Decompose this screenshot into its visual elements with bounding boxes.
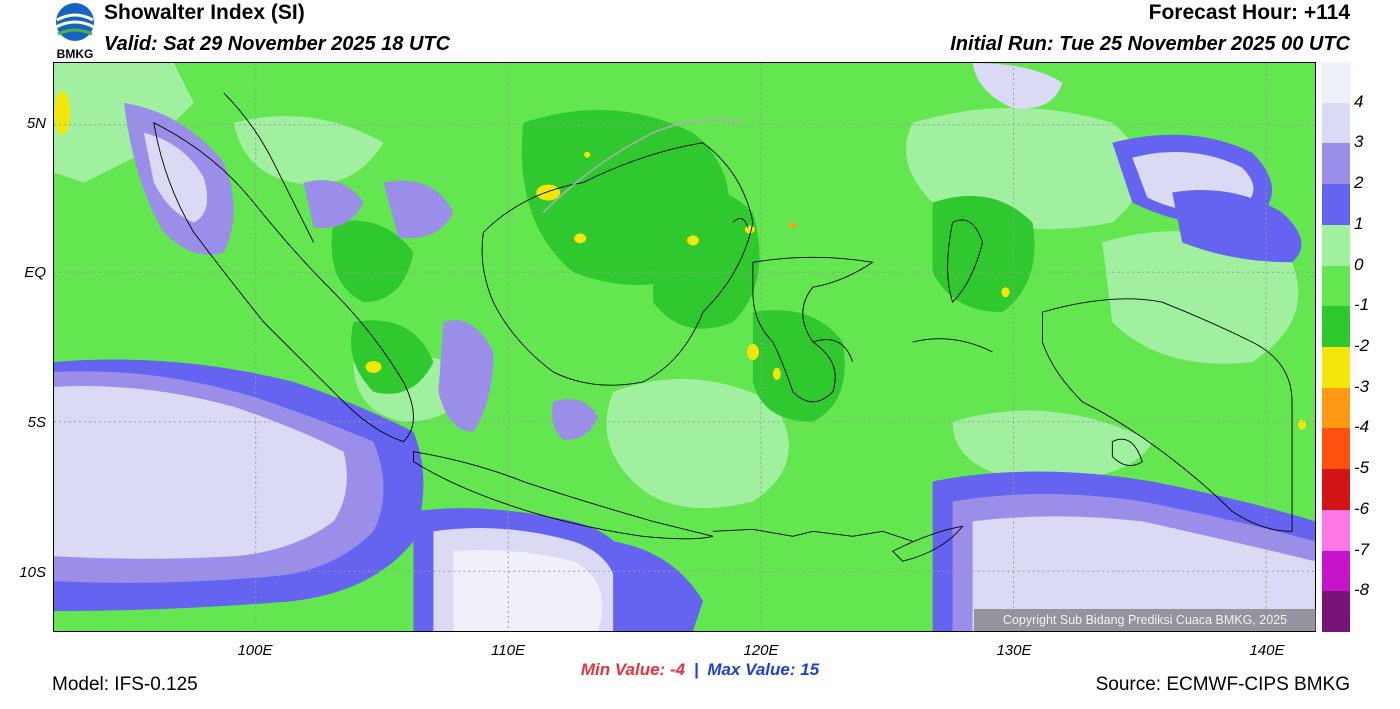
legend-swatch bbox=[1322, 62, 1350, 104]
legend-label: 1 bbox=[1354, 213, 1364, 233]
legend-swatch bbox=[1322, 550, 1350, 592]
legend-label: -5 bbox=[1354, 458, 1370, 478]
legend-swatch bbox=[1322, 591, 1350, 633]
source-label: Source: ECMWF-CIPS BMKG bbox=[1095, 674, 1350, 695]
legend-swatch bbox=[1322, 265, 1350, 307]
legend-swatch bbox=[1322, 509, 1350, 552]
lon-label-130e: 130E bbox=[996, 642, 1032, 659]
chart-title: Showalter Index (SI) bbox=[104, 1, 305, 24]
lat-label-eq: EQ bbox=[24, 264, 46, 281]
min-value: -4 bbox=[669, 660, 686, 679]
lon-label-110e: 110E bbox=[491, 642, 525, 659]
bmkg-logo: BMKG bbox=[55, 3, 95, 60]
max-value: 15 bbox=[800, 660, 820, 679]
legend-label: 4 bbox=[1354, 91, 1364, 111]
legend-label: -2 bbox=[1354, 336, 1370, 355]
legend-swatch bbox=[1322, 102, 1350, 144]
lon-label-100e: 100E bbox=[237, 642, 273, 659]
legend-label: -3 bbox=[1354, 376, 1370, 396]
lon-label-120e: 120E bbox=[743, 642, 779, 659]
legend-swatch bbox=[1322, 387, 1350, 429]
min-max-line: Min Value: -4 | Max Value: 15 bbox=[0, 660, 1400, 680]
lat-label-5s: 5S bbox=[27, 414, 46, 431]
separator: | bbox=[693, 660, 699, 679]
legend-swatch bbox=[1322, 224, 1350, 267]
initial-run: Initial Run: Tue 25 November 2025 00 UTC bbox=[950, 33, 1350, 55]
legend-swatch bbox=[1322, 347, 1350, 389]
coastlines bbox=[153, 92, 1293, 562]
svg-text:BMKG: BMKG bbox=[57, 47, 94, 60]
lon-label-140e: 140E bbox=[1249, 642, 1285, 659]
legend-label: 3 bbox=[1354, 132, 1364, 152]
legend-label: 2 bbox=[1354, 173, 1364, 193]
lat-label-10s: 10S bbox=[19, 564, 46, 581]
legend-swatch bbox=[1322, 306, 1350, 348]
legend-label: 0 bbox=[1354, 254, 1364, 274]
legend-label: -8 bbox=[1354, 580, 1370, 600]
legend-swatch bbox=[1322, 143, 1350, 185]
legend-label: -1 bbox=[1354, 295, 1370, 315]
legend-label: -4 bbox=[1354, 417, 1370, 437]
legend-swatch bbox=[1322, 469, 1350, 511]
legend-swatch bbox=[1322, 428, 1350, 470]
forecast-hour: Forecast Hour: +114 bbox=[1148, 1, 1350, 24]
map-plot bbox=[53, 62, 1316, 632]
color-legend bbox=[1322, 62, 1350, 633]
purple-stable-zones bbox=[54, 63, 1315, 631]
valid-time: Valid: Sat 29 November 2025 18 UTC bbox=[104, 33, 451, 55]
lat-label-5n: 5N bbox=[26, 115, 46, 132]
legend-swatch bbox=[1322, 184, 1350, 226]
copyright-banner: Copyright Sub Bidang Prediksi Cuaca BMKG… bbox=[974, 609, 1316, 631]
model-label: Model: IFS-0.125 bbox=[52, 674, 198, 695]
legend-label: -7 bbox=[1354, 539, 1370, 559]
yellow-unstable-spots bbox=[54, 90, 1307, 430]
min-value-label: Min Value: bbox=[580, 660, 666, 679]
legend-label: -6 bbox=[1354, 498, 1370, 518]
max-value-label: Max Value: bbox=[707, 660, 796, 679]
